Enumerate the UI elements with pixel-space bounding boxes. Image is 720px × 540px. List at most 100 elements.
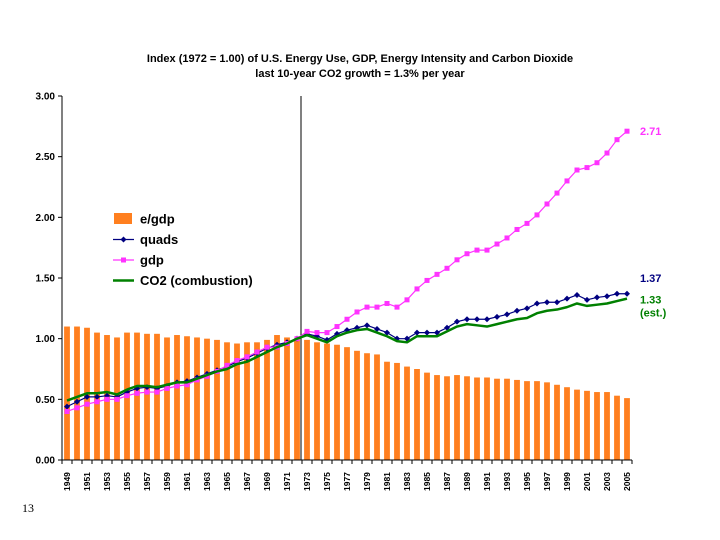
point-gdp-1965 <box>224 362 230 368</box>
point-quads-1991 <box>484 316 490 323</box>
point-gdp-1988 <box>454 257 460 263</box>
point-gdp-1952 <box>94 399 100 405</box>
lines-layer <box>64 128 630 414</box>
x-tick-label: 1983 <box>402 472 412 491</box>
point-gdp-1991 <box>484 247 490 253</box>
bar-1999 <box>564 387 570 460</box>
bar-1989 <box>464 376 470 460</box>
bar-1967 <box>244 342 250 460</box>
point-quads-1981 <box>384 329 390 336</box>
point-quads-1999 <box>564 295 570 302</box>
x-tick-label: 1961 <box>182 472 192 491</box>
point-gdp-1984 <box>414 286 420 292</box>
point-gdp-1981 <box>384 300 390 306</box>
bar-1960 <box>174 335 180 460</box>
bar-1980 <box>374 354 380 460</box>
bar-1950 <box>74 326 80 460</box>
point-quads-1985 <box>424 329 430 336</box>
bar-1965 <box>224 342 230 460</box>
bar-1968 <box>254 342 260 460</box>
bar-1976 <box>334 344 340 460</box>
point-gdp-2004 <box>614 137 620 143</box>
legend-marker-square <box>121 257 126 263</box>
bar-1993 <box>504 378 510 460</box>
page-number: 13 <box>22 501 34 515</box>
legend-label: gdp <box>140 253 164 268</box>
bar-1992 <box>494 378 500 460</box>
point-gdp-1998 <box>554 190 560 196</box>
bar-1974 <box>314 342 320 460</box>
point-quads-1997 <box>544 299 550 306</box>
x-tick-label: 1975 <box>322 472 332 491</box>
bar-2000 <box>574 389 580 460</box>
bar-2003 <box>604 392 610 460</box>
point-gdp-1996 <box>534 212 540 218</box>
x-tick-label: 1971 <box>282 472 292 491</box>
x-tick-label: 1993 <box>502 472 512 491</box>
bar-1972 <box>294 338 300 460</box>
point-quads-1995 <box>524 305 530 312</box>
bar-1966 <box>234 343 240 460</box>
bar-1984 <box>414 369 420 460</box>
point-gdp-2005 <box>624 128 630 134</box>
point-gdp-1977 <box>344 316 350 322</box>
x-tick-label: 1949 <box>62 472 72 491</box>
point-gdp-1986 <box>434 271 440 277</box>
bars-layer <box>64 326 630 460</box>
bar-1994 <box>514 379 520 460</box>
legend: e/gdp quads gdp CO2 (combustion) <box>113 212 253 288</box>
y-tick-label: 1.00 <box>36 334 56 345</box>
bar-1975 <box>324 343 330 460</box>
bar-2004 <box>614 395 620 460</box>
point-gdp-1976 <box>334 324 340 330</box>
bar-1990 <box>474 377 480 460</box>
bar-1979 <box>364 353 370 460</box>
point-gdp-1950 <box>74 405 80 411</box>
point-gdp-1954 <box>114 396 120 402</box>
bar-1963 <box>204 338 210 460</box>
bar-1956 <box>134 332 140 460</box>
point-quads-2004 <box>614 290 620 297</box>
point-quads-2000 <box>574 291 580 298</box>
x-tick-label: 1997 <box>542 472 552 491</box>
y-tick-label: 1.50 <box>36 274 56 285</box>
point-gdp-1967 <box>244 354 250 360</box>
bar-1977 <box>344 347 350 460</box>
bar-1981 <box>384 361 390 460</box>
point-gdp-1990 <box>474 247 480 253</box>
point-gdp-1983 <box>404 297 410 303</box>
point-gdp-1979 <box>364 304 370 310</box>
legend-label: quads <box>140 232 178 247</box>
bar-1964 <box>214 339 220 460</box>
point-gdp-1966 <box>234 358 240 364</box>
bar-1962 <box>194 337 200 460</box>
point-gdp-1959 <box>164 385 170 391</box>
point-quads-2005 <box>624 290 630 297</box>
point-quads-1989 <box>464 316 470 323</box>
point-gdp-1973 <box>304 328 310 334</box>
end-labels: 2.71 1.37 1.33(est.) <box>640 126 667 319</box>
point-gdp-1982 <box>394 304 400 310</box>
bar-1986 <box>434 375 440 460</box>
bar-1997 <box>544 382 550 460</box>
x-tick-label: 1965 <box>222 472 232 491</box>
point-quads-1993 <box>504 311 510 318</box>
bar-1988 <box>454 375 460 460</box>
point-gdp-1974 <box>314 330 320 336</box>
point-quads-1951 <box>84 393 90 400</box>
point-gdp-2002 <box>594 160 600 166</box>
bar-2001 <box>584 390 590 460</box>
y-tick-label: 3.00 <box>36 92 56 103</box>
bar-1957 <box>144 333 150 460</box>
point-quads-1984 <box>414 329 420 336</box>
x-tick-label: 1977 <box>342 472 352 491</box>
end-label: 2.71 <box>640 126 661 138</box>
series-line-CO2 (combustion) <box>66 297 628 402</box>
x-tick-label: 1987 <box>442 472 452 491</box>
axes-layer: 0.00 0.50 1.00 1.50 2.00 2.50 3.00 1949 1951 1953… <box>36 92 633 491</box>
x-tick-label: 1981 <box>382 472 392 491</box>
x-tick-label: 1985 <box>422 472 432 491</box>
x-tick-label: 1995 <box>522 472 532 491</box>
point-gdp-2000 <box>574 167 580 173</box>
